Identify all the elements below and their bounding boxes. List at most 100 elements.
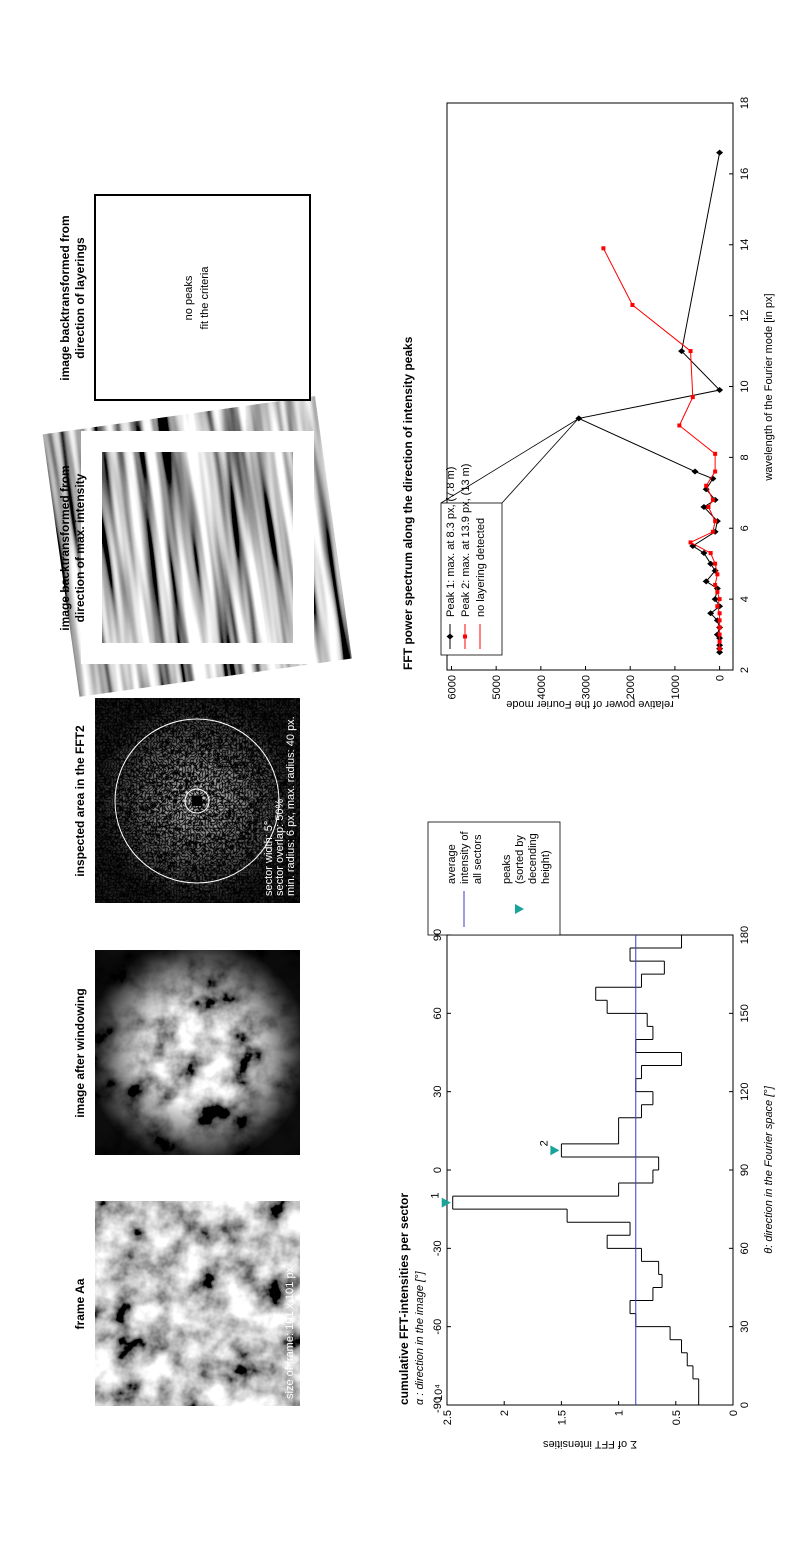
series-line [602, 248, 721, 649]
x-tick-label: 12 [739, 310, 751, 322]
panel-title: image backtransformed from [58, 465, 72, 630]
point [710, 497, 715, 502]
point [715, 604, 720, 609]
x-axis-label: θ: direction in the Fourier space [°] [763, 1085, 775, 1253]
point [717, 639, 722, 644]
legend-swatch [446, 633, 454, 640]
panel-title: direction of layerings [73, 237, 87, 359]
x-tick-label: 180 [739, 926, 751, 944]
image-frame [95, 1201, 300, 1406]
point [706, 504, 711, 509]
x-tick-label: 8 [739, 454, 751, 460]
y-tick-label: 3000 [581, 675, 593, 699]
legend-box [427, 821, 561, 936]
y-tick-label: 1000 [670, 675, 682, 699]
annotation-line [501, 418, 579, 504]
x2-tick-label: -90 [432, 1397, 444, 1413]
point [690, 395, 695, 400]
annotation-line [440, 418, 579, 504]
point [713, 519, 718, 524]
panel-title: image backtransformed from [58, 215, 72, 380]
legend-swatch [515, 904, 524, 914]
x2-tick-label: -60 [432, 1319, 444, 1335]
x-tick-label: 10 [739, 380, 751, 392]
rotated-figure: cumulative FFT-intensities per sector α … [42, 97, 775, 1450]
peak-label: 1 [430, 1193, 442, 1199]
point [717, 618, 722, 623]
chart-title: cumulative FFT-intensities per sector [397, 1193, 411, 1405]
x-tick-label: 120 [739, 1082, 751, 1100]
point [717, 632, 722, 637]
point [713, 582, 718, 587]
image-fft [95, 698, 300, 903]
point [716, 387, 724, 394]
point [717, 646, 722, 651]
point [707, 560, 715, 567]
center-mask [192, 796, 202, 806]
x2-tick-label: -30 [432, 1240, 444, 1256]
legend-label: Peak 1: max. at 8.3 px, (7.8 m) [445, 467, 457, 617]
x-tick-label: 0 [739, 1402, 751, 1408]
x-tick-label: 150 [739, 1004, 751, 1022]
y-tick-label: 1 [614, 1410, 626, 1416]
x-axis-label: wavelength of the Fourier mode [in px] [763, 293, 775, 481]
inner-radius [184, 788, 210, 814]
legend-label: average [446, 844, 458, 884]
point [713, 451, 718, 456]
point [707, 610, 715, 617]
x-tick-label: 14 [739, 239, 751, 251]
y-tick-label: 0 [728, 1410, 740, 1416]
legend-label: (sorted by [514, 835, 526, 884]
y-tick-label: 6000 [446, 675, 458, 699]
legend-label: intensity of [459, 830, 471, 884]
legend-label: decending [527, 833, 539, 884]
point [715, 590, 720, 595]
point [713, 561, 718, 566]
point [575, 415, 583, 422]
legend-label: peaks [501, 854, 513, 884]
point [678, 348, 686, 355]
axes-box [446, 934, 734, 1406]
legend-label: height) [540, 850, 552, 884]
y-tick-label: 2000 [625, 675, 637, 699]
y-axis-label: Σ of FFT intensities [542, 1438, 637, 1450]
x2-tick-label: 30 [432, 1086, 444, 1098]
x-tick-label: 60 [739, 1242, 751, 1254]
y-tick-label: 0 [715, 675, 727, 681]
stripe-texture [42, 396, 352, 697]
point [713, 585, 721, 592]
legend-label: no layering detected [475, 518, 487, 617]
panel-note: sector width: 5° [263, 821, 275, 896]
panel-message: fit the criteria [199, 266, 211, 330]
x2-tick-label: 90 [432, 929, 444, 941]
legend-box [440, 502, 503, 656]
x-tick-label: 30 [739, 1321, 751, 1333]
point [688, 540, 693, 545]
legend-swatch [463, 634, 467, 639]
peak-marker [441, 1197, 451, 1208]
legend-label: all sectors [472, 834, 484, 884]
point [702, 486, 710, 493]
x2-tick-label: 60 [432, 1007, 444, 1019]
y-tick-label: 1.5 [556, 1410, 568, 1425]
point [715, 572, 720, 577]
x-tick-label: 90 [739, 1164, 751, 1176]
panel-title: direction of max. intensity [73, 473, 87, 622]
image-windowed [95, 950, 300, 1155]
peak-label: 2 [538, 1140, 550, 1146]
panel-note: sector overlap: 50% [274, 799, 286, 896]
chart-title: FFT power spectrum along the direction o… [401, 336, 415, 670]
y-tick-label: 4000 [536, 675, 548, 699]
x-tick-label: 16 [739, 168, 751, 180]
panel-title: image after windowing [73, 988, 87, 1117]
x-tick-label: 4 [739, 596, 751, 602]
panel-title: frame Aa [73, 1278, 87, 1329]
window-vignette [95, 950, 300, 1155]
point [601, 246, 606, 251]
point [708, 551, 713, 556]
peak-marker [550, 1145, 560, 1156]
panel-title: inspected area in the FFT2 [73, 725, 87, 877]
point [713, 469, 718, 474]
y-tick-label: 2.5 [442, 1410, 454, 1425]
